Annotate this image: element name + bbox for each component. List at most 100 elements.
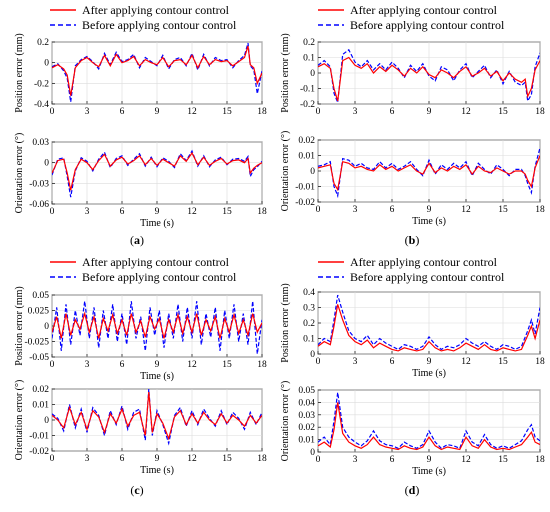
panel-caption: (d) [405,483,420,497]
series-line-after [318,155,540,192]
caption-letter: b [409,233,416,247]
y-tick-label: 0.03 [298,411,315,421]
y-tick-label: 0 [310,69,315,79]
series-line-after [318,402,540,451]
panel-caption: (c) [130,483,143,497]
x-tick-label: 0 [50,207,55,217]
x-tick-label: 3 [85,360,90,370]
y-tick-label: -0.1 [300,85,315,95]
y-tick-label: 0.02 [298,423,315,433]
x-tick-label: 12 [461,455,471,465]
y-tick-label: 0.2 [303,319,315,329]
y-tick-label: 0.05 [298,386,315,396]
x-tick-label: 18 [257,107,267,117]
subplot-a-position: 0 3 6 9 12 15 18 0.2 0 -0.2 -0.4 Position error (mm… [14,33,267,117]
legend-label-after: After applying contour control [82,255,230,269]
x-tick-label: 9 [427,357,432,367]
x-tick-label: 15 [498,357,508,367]
x-tick-label: 3 [353,455,358,465]
x-tick-label: 12 [461,107,471,117]
x-tick-label: 6 [390,357,395,367]
y-tick-label: 0 [44,322,49,332]
x-tick-label: 15 [498,107,508,117]
y-tick-label: 0 [44,416,49,426]
series-line-after [52,392,262,441]
subplot-d-position: 0 3 6 9 12 15 18 0.4 0.3 0.2 0.1 0 Position error (m… [280,283,545,379]
subplot-c-orientation: 0 3 6 9 12 15 18 0.02 0.01 0 -0.01 -0.02 Orientation… [14,380,267,476]
legend-label-before: Before applying contour control [350,270,505,284]
x-tick-label: 18 [535,107,545,117]
x-tick-label: 3 [353,205,358,215]
x-tick-label: 0 [50,360,55,370]
panel-caption: (b) [405,233,420,247]
x-tick-label: 0 [50,454,55,464]
x-tick-label: 3 [85,107,90,117]
x-tick-label: 18 [535,357,545,367]
x-tick-label: 3 [85,454,90,464]
y-tick-label: -0.01 [29,432,49,442]
y-axis-label: Position error (mm) [14,286,25,365]
x-axis-label: Time (s) [140,218,174,229]
series-line-before [318,294,540,351]
x-tick-label: 15 [498,205,508,215]
x-tick-label: 6 [390,455,395,465]
series-line-after [52,45,262,96]
y-axis-label: Orientation error (°) [14,133,25,214]
legend-label-after: After applying contour control [82,3,230,17]
caption-paren-open: ( [130,233,134,247]
subplot-b-orientation: 0 3 6 9 12 15 18 0.02 0.01 0 -0.01 -0.02 Orientation… [280,131,545,227]
x-tick-label: 12 [187,207,197,217]
y-tick-label: 0.05 [32,291,49,301]
x-tick-label: 12 [187,107,197,117]
caption-paren-close: ) [140,483,144,497]
subplot-c-position: 0 3 6 9 12 15 18 0.05 0.025 0 -0.025 -0.05 Position … [14,286,267,382]
y-axis-label: Orientation error (°) [280,131,291,212]
y-tick-label: -0.05 [29,353,49,363]
caption-paren-open: ( [405,233,409,247]
x-tick-label: 12 [461,357,471,367]
y-axis-label: Orientation error (°) [14,380,25,461]
x-tick-label: 9 [155,107,160,117]
caption-letter: a [134,233,140,247]
x-axis-label: Time (s) [412,216,446,227]
x-axis-label: Time (s) [140,465,174,476]
series-line-after [52,311,262,339]
x-tick-label: 9 [155,454,160,464]
y-tick-label: 0.4 [303,288,315,298]
caption-letter: d [409,483,416,497]
y-tick-label: -0.06 [29,200,49,210]
y-tick-label: -0.01 [295,183,315,193]
y-axis-label: Position error (mm) [280,283,291,362]
x-tick-label: 6 [120,207,125,217]
x-tick-label: 3 [85,207,90,217]
x-tick-label: 9 [427,107,432,117]
caption-letter: c [134,483,140,497]
y-tick-label: -0.02 [295,198,315,208]
x-tick-label: 3 [353,107,358,117]
x-tick-label: 15 [222,207,232,217]
x-tick-label: 18 [535,205,545,215]
y-tick-label: 0.01 [298,152,315,162]
x-tick-label: 0 [50,107,55,117]
y-axis-label: Position error (mm) [280,33,291,112]
y-tick-label: -0.2 [34,79,49,89]
y-tick-label: 0.02 [32,385,49,395]
legend-label-before: Before applying contour control [350,18,505,32]
subplot-a-orientation: 0 3 6 9 12 15 18 0.03 0 -0.03 -0.06 Orientation err… [14,133,267,229]
y-tick-label: -0.03 [29,179,49,189]
x-tick-label: 6 [120,454,125,464]
x-tick-label: 6 [120,360,125,370]
y-tick-label: 0 [44,59,49,69]
y-tick-label: 0.1 [303,335,315,345]
x-tick-label: 9 [427,205,432,215]
legend-label-after: After applying contour control [350,3,498,17]
x-tick-label: 15 [222,107,232,117]
y-tick-label: 0.025 [28,307,50,317]
y-tick-label: -0.2 [300,100,315,110]
x-tick-label: 9 [427,455,432,465]
caption-paren-close: ) [415,483,419,497]
